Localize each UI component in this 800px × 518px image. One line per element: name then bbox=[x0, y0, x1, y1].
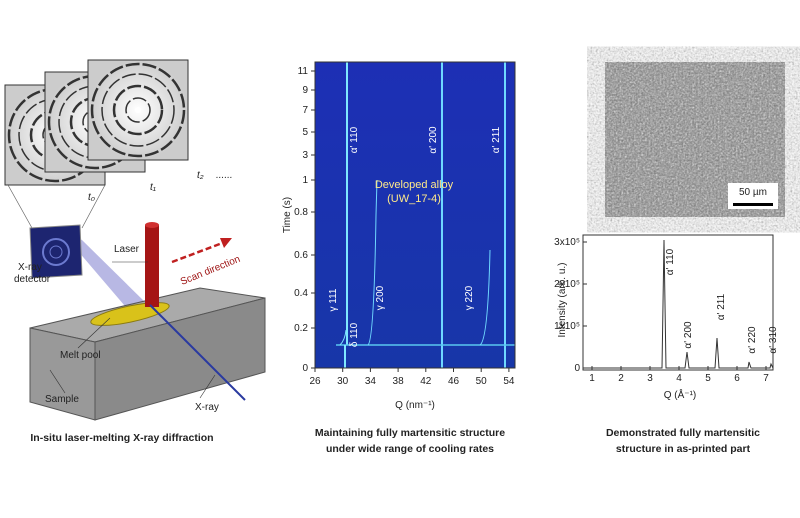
label: detector bbox=[14, 274, 51, 285]
peak-label: α' 200 bbox=[683, 321, 694, 349]
peak-label: δ 110 bbox=[349, 322, 360, 347]
y-tick-label: 0.6 bbox=[294, 250, 308, 261]
label: X-ray bbox=[195, 402, 219, 413]
caption: Maintaining fully martensitic structure bbox=[315, 427, 505, 439]
x-tick-label: 2 bbox=[618, 373, 624, 384]
peak-label: γ 220 bbox=[464, 285, 475, 310]
frame-label: t₁ bbox=[150, 182, 156, 193]
y-tick-label: 9 bbox=[302, 85, 308, 96]
peak-label: γ 200 bbox=[375, 285, 386, 310]
label: Melt pool bbox=[60, 350, 101, 361]
y-tick-label: 0 bbox=[574, 363, 580, 374]
y-tick-label: 7 bbox=[302, 105, 308, 116]
peak-label: α' 110 bbox=[349, 126, 360, 153]
y-tick-label: 2x10⁵ bbox=[554, 279, 580, 290]
axis-title: Q (nm⁻¹) bbox=[395, 400, 435, 411]
x-tick-label: 4 bbox=[676, 373, 682, 384]
peak-label: α' 211 bbox=[491, 126, 502, 153]
axis-title: Time (s) bbox=[282, 197, 293, 233]
y-tick-label: 0 bbox=[302, 363, 308, 374]
ring bbox=[125, 97, 151, 123]
caption: In-situ laser-melting X-ray diffraction bbox=[30, 432, 213, 444]
scale-bar: 50 µm bbox=[739, 187, 767, 198]
y-tick-label: 3x10⁵ bbox=[554, 237, 580, 248]
diffraction-frames: t₀ t₁ t₂...... bbox=[4, 59, 233, 203]
x-tick-label: 26 bbox=[309, 376, 321, 387]
x-tick-label: 7 bbox=[763, 373, 769, 384]
label: Laser bbox=[114, 244, 140, 255]
peak-label: α' 310 bbox=[768, 326, 779, 354]
heatmap bbox=[315, 62, 515, 368]
caption: under wide range of cooling rates bbox=[326, 443, 494, 455]
label: Sample bbox=[45, 394, 79, 405]
peak-label: γ 111 bbox=[328, 288, 339, 311]
y-tick-label: 1 bbox=[302, 175, 308, 186]
x-tick-label: 3 bbox=[647, 373, 653, 384]
annotation: (UW_17-4) bbox=[387, 193, 441, 205]
y-tick-label: 0.2 bbox=[294, 323, 308, 334]
setup-drawing bbox=[7, 184, 266, 421]
spectrum bbox=[583, 239, 774, 369]
x-tick-label: 42 bbox=[420, 376, 432, 387]
peak-label: α' 211 bbox=[716, 293, 727, 320]
plot-frame bbox=[582, 234, 774, 371]
x-tick-label: 54 bbox=[503, 376, 515, 387]
caption: Demonstrated fully martensitic bbox=[606, 427, 760, 439]
x-tick-label: 34 bbox=[365, 376, 377, 387]
y-tick-label: 0.4 bbox=[294, 288, 308, 299]
caption: structure in as-printed part bbox=[616, 443, 751, 455]
label: Scan direction bbox=[179, 254, 242, 288]
ring bbox=[101, 73, 175, 147]
heatmap-lines bbox=[336, 62, 515, 368]
x-tick-label: 5 bbox=[705, 373, 711, 384]
y-tick-label: 0.8 bbox=[294, 207, 308, 218]
x-tick-label: 30 bbox=[337, 376, 349, 387]
x-tick-label: 46 bbox=[448, 376, 460, 387]
peak-label: α' 200 bbox=[428, 126, 439, 154]
axis-title: Q (Å⁻¹) bbox=[664, 388, 697, 401]
annotation: Developed alloy bbox=[375, 179, 454, 191]
x-tick-label: 38 bbox=[393, 376, 405, 387]
axis-title: Intensity (arb. u.) bbox=[557, 262, 568, 337]
y-tick-label: 1x10⁵ bbox=[554, 321, 580, 332]
frame-label: t₀ bbox=[88, 192, 95, 203]
x-tick-label: 50 bbox=[476, 376, 488, 387]
label: X-ray bbox=[18, 262, 42, 273]
beam-stop bbox=[135, 107, 141, 113]
frame-label: ...... bbox=[216, 170, 233, 181]
y-tick-label: 3 bbox=[302, 150, 308, 161]
peak-label: α' 110 bbox=[665, 248, 676, 275]
x-tick-label: 1 bbox=[589, 373, 595, 384]
x-tick-label: 6 bbox=[734, 373, 740, 384]
peak-label: α' 220 bbox=[747, 326, 758, 354]
y-tick-label: 5 bbox=[302, 127, 308, 138]
plot-frame bbox=[314, 61, 516, 369]
frame-label: t₂ bbox=[197, 170, 204, 181]
y-tick-label: 11 bbox=[298, 66, 309, 77]
ring bbox=[112, 84, 164, 136]
ring bbox=[90, 62, 186, 158]
